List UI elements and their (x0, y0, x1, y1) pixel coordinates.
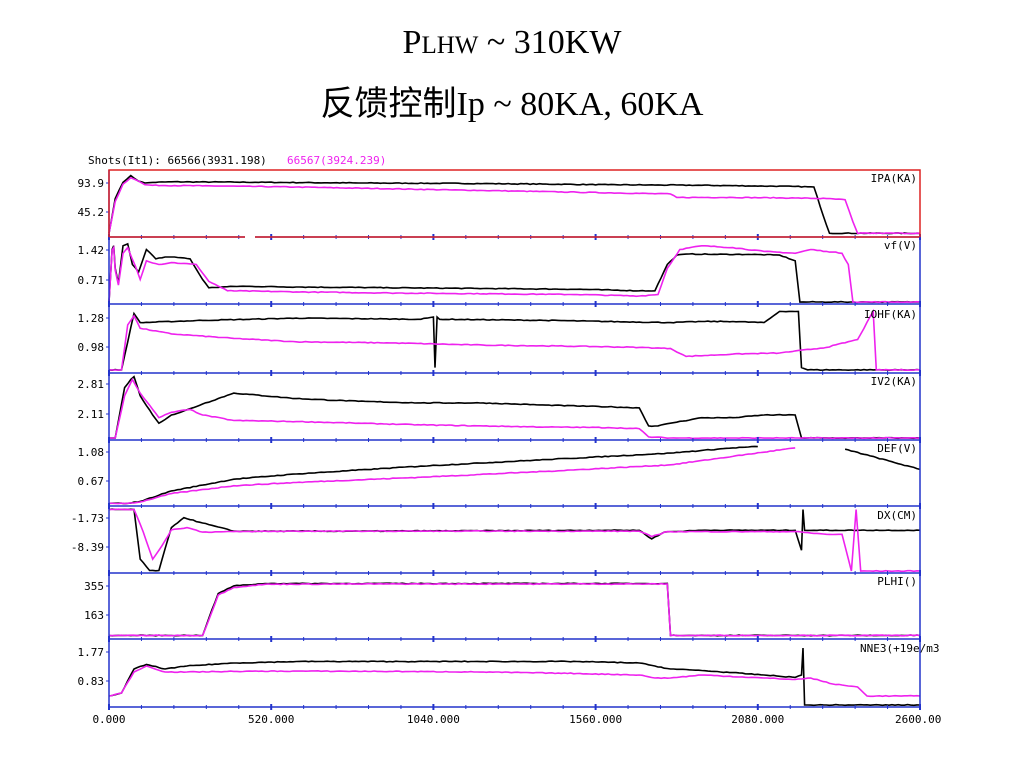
y-tick-label: 1.42 (78, 244, 105, 257)
y-tick-label: 0.71 (78, 274, 105, 287)
y-tick-label: 1.08 (78, 446, 105, 459)
y-tick-label: 1.77 (78, 646, 105, 659)
y-tick-label: 0.67 (78, 475, 105, 488)
series-line-66567 (108, 176, 921, 235)
panel-3: 2.81 2.11 IV2(KA) (78, 373, 921, 443)
panel-label: IOHF(KA) (864, 308, 917, 321)
panel-1: 1.42 0.71 vf(V) (78, 237, 921, 307)
panel-7: 1.77 0.83 NNE3(+19e/m3 (78, 640, 939, 710)
frame-gap (245, 235, 255, 239)
y-tick-label: 2.81 (78, 378, 105, 391)
y-tick-label: 0.98 (78, 341, 105, 354)
series-line-66566 (108, 445, 921, 505)
series-line-66567 (109, 447, 796, 505)
y-tick-label: 355 (84, 580, 104, 593)
panel-label: vf(V) (884, 239, 917, 252)
series-line-66567 (108, 377, 921, 440)
y-tick-label: -1.73 (71, 512, 104, 525)
series-line-66566 (108, 242, 920, 304)
series-line-66567 (108, 582, 921, 637)
x-tick-label: 1040.000 (407, 713, 460, 726)
selected-panel-frame (108, 169, 921, 238)
y-tick-label: -8.39 (71, 541, 104, 554)
series-line-66567 (109, 308, 921, 371)
x-tick-label: 0.000 (92, 713, 125, 726)
slide-title: PLHW ~ 310KW (402, 24, 622, 61)
x-tick-label: 2080.000 (731, 713, 784, 726)
panel-label: IPA(KA) (871, 172, 917, 185)
y-tick-label: 0.83 (78, 675, 105, 688)
series-line-66567 (108, 508, 921, 573)
series-line-66566 (108, 647, 921, 707)
series-line-66566 (108, 582, 921, 637)
panel-0: 93.9 45.2 IPA(KA) (78, 169, 921, 240)
x-tick-label: 520.000 (248, 713, 294, 726)
series-line-66567 (108, 665, 921, 698)
panel-label: PLHI() (877, 575, 917, 588)
y-tick-label: 45.2 (78, 206, 105, 219)
panel-label: DEF(V) (877, 442, 917, 455)
series-line-66566 (108, 375, 921, 440)
panel-label: NNE3(+19e/m3 (860, 642, 939, 655)
series-line-66567 (108, 244, 921, 304)
shots-label-2: 66567(3924.239) (287, 154, 386, 167)
y-tick-label: 1.28 (78, 312, 105, 325)
shots-label: Shots(It1): 66566(3931.198) (88, 154, 267, 167)
panel-6: 355 163 PLHI() (84, 573, 921, 642)
panel-label: IV2(KA) (871, 375, 917, 388)
panel-5: -1.73 -8.39 DX(CM) (71, 507, 921, 576)
series-line-66566 (108, 310, 921, 372)
y-tick-label: 2.11 (78, 408, 105, 421)
series-line-66566 (108, 508, 921, 572)
panel-label: DX(CM) (877, 509, 917, 522)
series-line-66566 (108, 174, 921, 235)
panel-2: 1.28 0.98 IOHF(KA) (78, 306, 921, 376)
x-tick-label: 1560.000 (569, 713, 622, 726)
y-tick-label: 93.9 (78, 177, 105, 190)
x-tick-label: 2600.00 (895, 713, 941, 726)
slide-subtitle: 反馈控制Ip ~ 80KA, 60KA (320, 86, 704, 123)
panel-4: 1.08 0.67 DEF(V) (78, 440, 921, 509)
y-tick-label: 163 (84, 609, 104, 622)
